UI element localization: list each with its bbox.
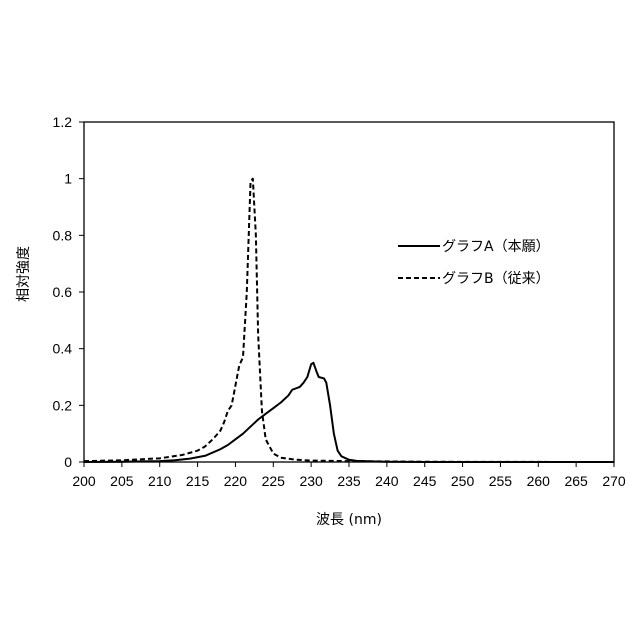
x-tick-label: 265 — [564, 473, 588, 489]
x-axis-title: 波長 (nm) — [316, 512, 382, 528]
x-tick-label: 250 — [451, 473, 475, 489]
y-axis-title: 相対強度 — [16, 246, 32, 302]
x-tick-label: 260 — [527, 473, 551, 489]
y-tick-label: 0.8 — [53, 227, 73, 243]
y-axis: 0 0.2 0.4 0.6 0.8 1 1.2 — [53, 114, 84, 470]
x-tick-label: 200 — [72, 473, 96, 489]
x-tick-label: 215 — [186, 473, 210, 489]
plot-area — [84, 122, 614, 462]
x-tick-label: 235 — [337, 473, 361, 489]
y-tick-label: 0.4 — [53, 341, 73, 357]
x-tick-label: 220 — [224, 473, 248, 489]
y-tick-label: 1 — [64, 171, 72, 187]
x-axis: 200 205 210 215 220 225 230 235 240 245 250 255 260 2… — [72, 462, 626, 489]
x-tick-label: 230 — [299, 473, 323, 489]
legend-label-b: グラフB（従来） — [442, 271, 550, 287]
x-tick-label: 210 — [148, 473, 172, 489]
y-tick-label: 1.2 — [53, 114, 73, 130]
x-tick-label: 270 — [602, 473, 626, 489]
x-tick-label: 245 — [413, 473, 437, 489]
x-tick-label: 240 — [375, 473, 399, 489]
y-tick-label: 0.2 — [53, 397, 73, 413]
legend-label-a: グラフA（本願） — [442, 239, 550, 255]
y-tick-label: 0.6 — [53, 284, 73, 300]
x-tick-label: 225 — [262, 473, 286, 489]
x-tick-label: 205 — [110, 473, 134, 489]
y-tick-label: 0 — [64, 454, 72, 470]
x-tick-label: 255 — [489, 473, 513, 489]
